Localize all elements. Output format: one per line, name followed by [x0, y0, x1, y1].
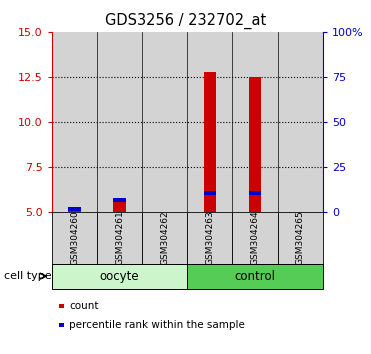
- Bar: [52, 212, 97, 264]
- Bar: [249, 191, 262, 195]
- Bar: [204, 191, 216, 195]
- Bar: [233, 32, 278, 212]
- Bar: [249, 77, 262, 212]
- Bar: [52, 32, 97, 212]
- Bar: [113, 198, 126, 201]
- Bar: [97, 32, 142, 212]
- Bar: [142, 32, 187, 212]
- Text: GSM304265: GSM304265: [296, 211, 305, 266]
- Bar: [52, 264, 187, 289]
- Text: GSM304260: GSM304260: [70, 211, 79, 266]
- Bar: [278, 32, 323, 212]
- Text: percentile rank within the sample: percentile rank within the sample: [69, 320, 245, 330]
- Text: count: count: [69, 301, 99, 310]
- Bar: [233, 212, 278, 264]
- Bar: [59, 303, 64, 308]
- Bar: [113, 198, 126, 212]
- Text: GDS3256 / 232702_at: GDS3256 / 232702_at: [105, 12, 266, 29]
- Text: oocyte: oocyte: [100, 270, 139, 282]
- Bar: [97, 212, 142, 264]
- Text: GSM304261: GSM304261: [115, 211, 124, 266]
- Text: cell type: cell type: [4, 271, 51, 281]
- Bar: [187, 264, 323, 289]
- Bar: [59, 323, 64, 327]
- Text: GSM304262: GSM304262: [160, 211, 169, 266]
- Bar: [142, 212, 187, 264]
- Bar: [278, 212, 323, 264]
- Bar: [68, 211, 81, 212]
- Text: control: control: [234, 270, 276, 282]
- Bar: [68, 207, 81, 211]
- Bar: [204, 72, 216, 212]
- Bar: [187, 212, 233, 264]
- Text: GSM304264: GSM304264: [250, 211, 260, 266]
- Text: GSM304263: GSM304263: [206, 211, 214, 266]
- Bar: [187, 32, 233, 212]
